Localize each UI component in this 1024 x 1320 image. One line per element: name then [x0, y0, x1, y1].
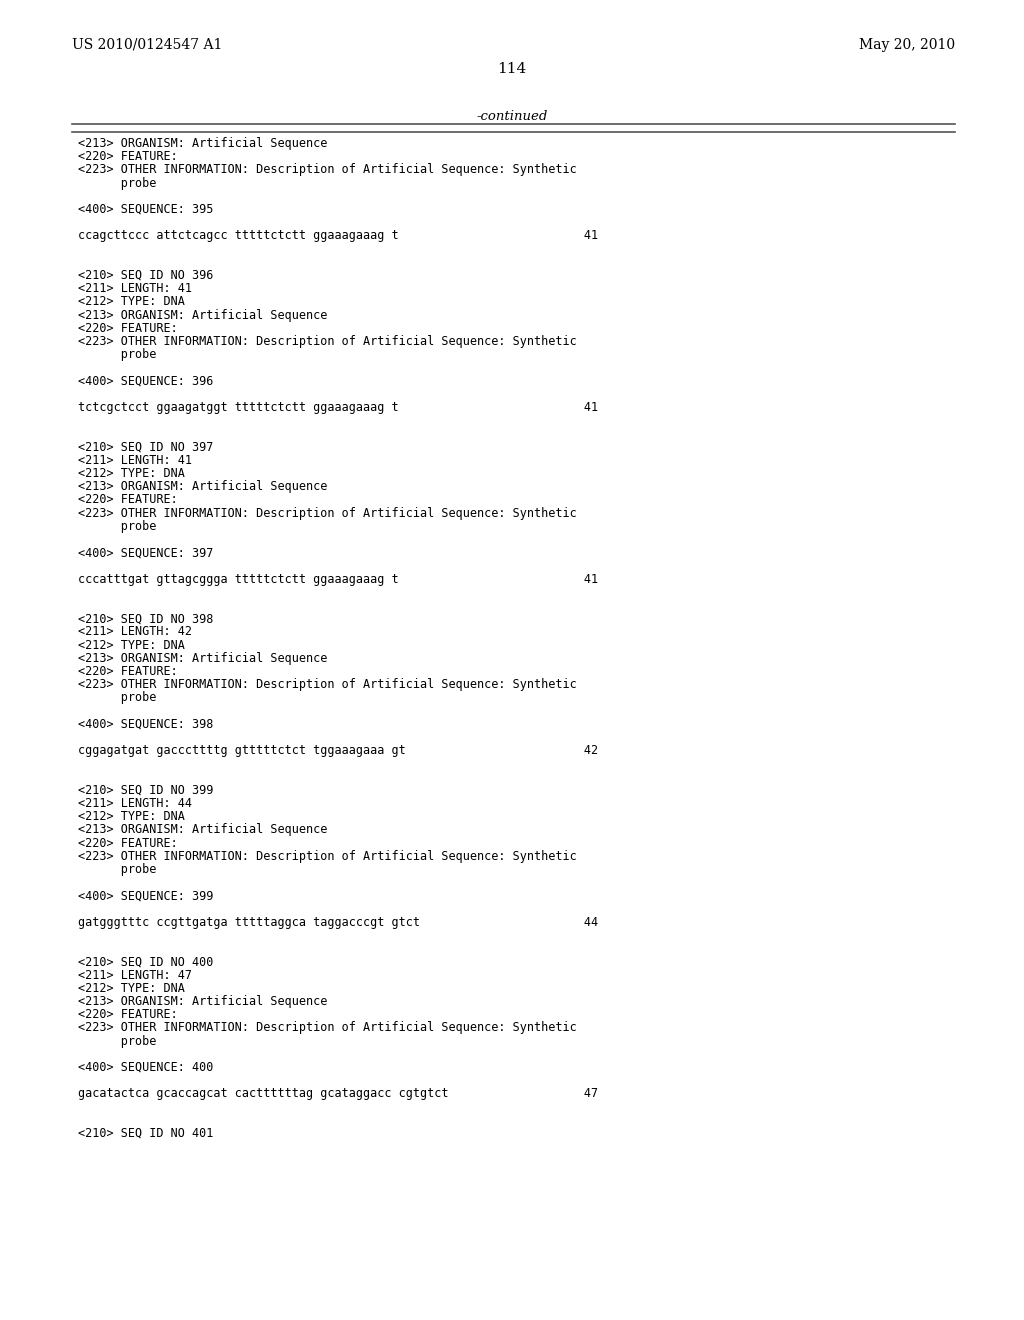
- Text: <400> SEQUENCE: 400: <400> SEQUENCE: 400: [78, 1061, 213, 1074]
- Text: <210> SEQ ID NO 399: <210> SEQ ID NO 399: [78, 784, 213, 797]
- Text: <212> TYPE: DNA: <212> TYPE: DNA: [78, 982, 185, 995]
- Text: <400> SEQUENCE: 399: <400> SEQUENCE: 399: [78, 890, 213, 903]
- Text: May 20, 2010: May 20, 2010: [859, 38, 955, 51]
- Text: <211> LENGTH: 42: <211> LENGTH: 42: [78, 626, 193, 639]
- Text: <213> ORGANISM: Artificial Sequence: <213> ORGANISM: Artificial Sequence: [78, 309, 328, 322]
- Text: US 2010/0124547 A1: US 2010/0124547 A1: [72, 38, 222, 51]
- Text: cccatttgat gttagcggga tttttctctt ggaaagaaag t                          41: cccatttgat gttagcggga tttttctctt ggaaaga…: [78, 573, 598, 586]
- Text: <223> OTHER INFORMATION: Description of Artificial Sequence: Synthetic: <223> OTHER INFORMATION: Description of …: [78, 164, 577, 177]
- Text: <223> OTHER INFORMATION: Description of Artificial Sequence: Synthetic: <223> OTHER INFORMATION: Description of …: [78, 335, 577, 348]
- Text: probe: probe: [78, 1035, 157, 1048]
- Text: <220> FEATURE:: <220> FEATURE:: [78, 1008, 178, 1022]
- Text: tctcgctcct ggaagatggt tttttctctt ggaaagaaag t                          41: tctcgctcct ggaagatggt tttttctctt ggaaaga…: [78, 401, 598, 414]
- Text: <212> TYPE: DNA: <212> TYPE: DNA: [78, 639, 185, 652]
- Text: <223> OTHER INFORMATION: Description of Artificial Sequence: Synthetic: <223> OTHER INFORMATION: Description of …: [78, 678, 577, 692]
- Text: <220> FEATURE:: <220> FEATURE:: [78, 837, 178, 850]
- Text: -continued: -continued: [476, 110, 548, 123]
- Text: <211> LENGTH: 47: <211> LENGTH: 47: [78, 969, 193, 982]
- Text: gatgggtttc ccgttgatga tttttaggca taggacccgt gtct                       44: gatgggtttc ccgttgatga tttttaggca taggacc…: [78, 916, 598, 929]
- Text: 114: 114: [498, 62, 526, 77]
- Text: gacatactca gcaccagcat cacttttttag gcataggacc cgtgtct                   47: gacatactca gcaccagcat cacttttttag gcatag…: [78, 1088, 598, 1101]
- Text: probe: probe: [78, 863, 157, 876]
- Text: probe: probe: [78, 177, 157, 190]
- Text: <212> TYPE: DNA: <212> TYPE: DNA: [78, 296, 185, 309]
- Text: cggagatgat gacccttttg gtttttctct tggaaagaaa gt                         42: cggagatgat gacccttttg gtttttctct tggaaag…: [78, 744, 598, 758]
- Text: <223> OTHER INFORMATION: Description of Artificial Sequence: Synthetic: <223> OTHER INFORMATION: Description of …: [78, 850, 577, 863]
- Text: <400> SEQUENCE: 397: <400> SEQUENCE: 397: [78, 546, 213, 560]
- Text: <210> SEQ ID NO 401: <210> SEQ ID NO 401: [78, 1127, 213, 1140]
- Text: <400> SEQUENCE: 395: <400> SEQUENCE: 395: [78, 203, 213, 216]
- Text: <213> ORGANISM: Artificial Sequence: <213> ORGANISM: Artificial Sequence: [78, 824, 328, 837]
- Text: <220> FEATURE:: <220> FEATURE:: [78, 322, 178, 335]
- Text: probe: probe: [78, 692, 157, 705]
- Text: <213> ORGANISM: Artificial Sequence: <213> ORGANISM: Artificial Sequence: [78, 995, 328, 1008]
- Text: <212> TYPE: DNA: <212> TYPE: DNA: [78, 810, 185, 824]
- Text: <400> SEQUENCE: 396: <400> SEQUENCE: 396: [78, 375, 213, 388]
- Text: <210> SEQ ID NO 398: <210> SEQ ID NO 398: [78, 612, 213, 626]
- Text: <220> FEATURE:: <220> FEATURE:: [78, 494, 178, 507]
- Text: <211> LENGTH: 41: <211> LENGTH: 41: [78, 282, 193, 296]
- Text: <213> ORGANISM: Artificial Sequence: <213> ORGANISM: Artificial Sequence: [78, 652, 328, 665]
- Text: <213> ORGANISM: Artificial Sequence: <213> ORGANISM: Artificial Sequence: [78, 137, 328, 150]
- Text: <213> ORGANISM: Artificial Sequence: <213> ORGANISM: Artificial Sequence: [78, 480, 328, 494]
- Text: <400> SEQUENCE: 398: <400> SEQUENCE: 398: [78, 718, 213, 731]
- Text: <210> SEQ ID NO 397: <210> SEQ ID NO 397: [78, 441, 213, 454]
- Text: <211> LENGTH: 41: <211> LENGTH: 41: [78, 454, 193, 467]
- Text: <220> FEATURE:: <220> FEATURE:: [78, 665, 178, 678]
- Text: <220> FEATURE:: <220> FEATURE:: [78, 150, 178, 164]
- Text: <211> LENGTH: 44: <211> LENGTH: 44: [78, 797, 193, 810]
- Text: probe: probe: [78, 520, 157, 533]
- Text: <223> OTHER INFORMATION: Description of Artificial Sequence: Synthetic: <223> OTHER INFORMATION: Description of …: [78, 1022, 577, 1035]
- Text: probe: probe: [78, 348, 157, 362]
- Text: <212> TYPE: DNA: <212> TYPE: DNA: [78, 467, 185, 480]
- Text: <210> SEQ ID NO 400: <210> SEQ ID NO 400: [78, 956, 213, 969]
- Text: <223> OTHER INFORMATION: Description of Artificial Sequence: Synthetic: <223> OTHER INFORMATION: Description of …: [78, 507, 577, 520]
- Text: ccagcttccc attctcagcc tttttctctt ggaaagaaag t                          41: ccagcttccc attctcagcc tttttctctt ggaaaga…: [78, 230, 598, 243]
- Text: <210> SEQ ID NO 396: <210> SEQ ID NO 396: [78, 269, 213, 282]
